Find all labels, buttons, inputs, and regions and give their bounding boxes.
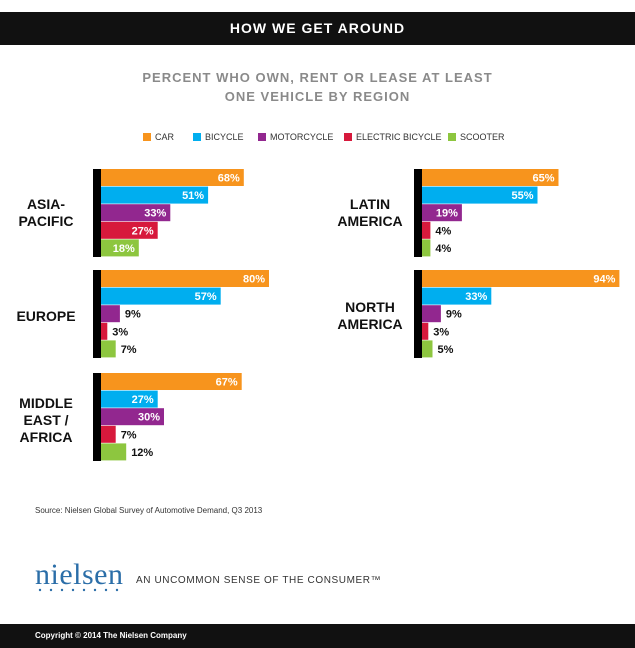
bar-value-label: 33% [465, 291, 487, 303]
legend-item-motorcycle: MOTORCYCLE [258, 131, 333, 143]
bar-value-label: 7% [121, 344, 137, 356]
region-label-line: AMERICA [337, 213, 403, 229]
bar-value-label: 94% [593, 274, 615, 286]
chart-subtitle-line-2: ONE VEHICLE BY REGION [224, 89, 411, 104]
logo-dots-icon [38, 588, 119, 592]
bar-electric-bicycle [101, 322, 108, 340]
bar-bicycle [422, 287, 492, 305]
bar-value-label: 9% [446, 309, 462, 321]
region-label-latin-america: LATIN AMERICA [325, 196, 415, 230]
region-label-line: LATIN [349, 196, 391, 212]
bar-value-label: 27% [132, 394, 154, 406]
bar-value-label: 3% [112, 326, 128, 338]
bar-value-label: 68% [218, 173, 240, 185]
bar-car [422, 270, 620, 287]
bar-scooter [422, 340, 433, 358]
chart-subtitle-line-1: PERCENT WHO OWN, RENT OR LEASE AT LEAST [142, 70, 493, 85]
bar-bicycle [101, 287, 221, 305]
region-axis-bar [93, 270, 101, 358]
bar-motorcycle [422, 204, 462, 222]
bar-value-label: 55% [511, 190, 533, 202]
legend-item-scooter: SCOOTER [448, 131, 505, 143]
region-label-north-america: NORTH AMERICA [325, 299, 415, 333]
legend-label-bicycle: BICYCLE [205, 132, 244, 142]
brand-tagline: AN UNCOMMON SENSE OF THE CONSUMER™ [136, 575, 382, 586]
bar-bicycle [101, 390, 158, 408]
bar-value-label: 5% [438, 344, 454, 356]
bar-value-label: 18% [113, 243, 135, 255]
legend-item-bicycle: BICYCLE [193, 131, 244, 143]
legend-swatch-car [143, 133, 151, 141]
bar-value-label: 27% [132, 225, 154, 237]
bar-car [101, 270, 269, 287]
legend-swatch-electric-bicycle [344, 133, 352, 141]
legend-swatch-scooter [448, 133, 456, 141]
legend-label-motorcycle: MOTORCYCLE [270, 132, 334, 142]
bar-motorcycle [101, 408, 164, 426]
bar-value-label: 65% [532, 173, 554, 185]
legend-swatch-motorcycle [258, 133, 266, 141]
region-axis-bar [414, 270, 422, 358]
bar-value-label: 4% [435, 225, 451, 237]
bar-electric-bicycle [101, 425, 116, 443]
bar-value-label: 19% [436, 208, 458, 220]
page-title: HOW WE GET AROUND [229, 20, 406, 36]
region-label-line: MIDDLE [19, 395, 73, 411]
bar-value-label: 9% [125, 309, 141, 321]
nielsen-logo: nielsen [35, 558, 124, 591]
legend-swatch-bicycle [193, 133, 201, 141]
region-label-middle-east-africa: MIDDLE EAST / AFRICA [10, 395, 82, 446]
region-axis-bar [93, 169, 101, 257]
header-bar [0, 12, 635, 45]
region-axis-bar [93, 373, 101, 461]
bar-car [422, 169, 559, 186]
bar-value-label: 7% [121, 429, 137, 441]
bar-scooter [101, 443, 127, 461]
region-label-line: AFRICA [19, 429, 73, 445]
region-label-line: EAST / [23, 412, 69, 428]
footer-bar [0, 624, 635, 648]
bar-electric-bicycle [101, 221, 158, 239]
bar-motorcycle [101, 204, 171, 222]
bar-value-label: 51% [182, 190, 204, 202]
bar-value-label: 80% [243, 274, 265, 286]
bar-value-label: 3% [433, 326, 449, 338]
bar-value-label: 57% [195, 291, 217, 303]
region-label-line: AMERICA [337, 316, 403, 332]
region-label-europe: EUROPE [10, 308, 82, 325]
bar-value-label: 4% [435, 243, 451, 255]
bar-car [101, 169, 244, 186]
legend-item-electric-bicycle: ELECTRIC BICYCLE [344, 131, 442, 143]
bar-scooter [101, 239, 139, 257]
region-label-line: NORTH [345, 299, 395, 315]
region-label-line: ASIA- [26, 196, 66, 212]
bar-electric-bicycle [422, 221, 431, 239]
bar-scooter [101, 340, 116, 358]
region-label-line: PACIFIC [18, 213, 74, 229]
bar-bicycle [101, 186, 209, 204]
legend-label-scooter: SCOOTER [460, 132, 505, 142]
region-label-line: EUROPE [16, 308, 76, 324]
bar-motorcycle [101, 305, 120, 323]
region-label-asia-pacific: ASIA- PACIFIC [10, 196, 82, 230]
bar-scooter [422, 239, 431, 257]
copyright-text: Copyright © 2014 The Nielsen Company [35, 631, 187, 640]
bar-value-label: 33% [144, 208, 166, 220]
bar-motorcycle [422, 305, 441, 323]
bar-electric-bicycle [422, 322, 429, 340]
bar-value-label: 12% [131, 447, 153, 459]
bar-car [101, 373, 242, 390]
bar-value-label: 30% [138, 412, 160, 424]
region-axis-bar [414, 169, 422, 257]
bar-bicycle [422, 186, 538, 204]
legend-label-electric-bicycle: ELECTRIC BICYCLE [356, 132, 442, 142]
legend-label-car: CAR [155, 132, 175, 142]
source-note: Source: Nielsen Global Survey of Automot… [35, 506, 263, 515]
bar-value-label: 67% [216, 377, 238, 389]
legend-item-car: CAR [143, 131, 174, 143]
